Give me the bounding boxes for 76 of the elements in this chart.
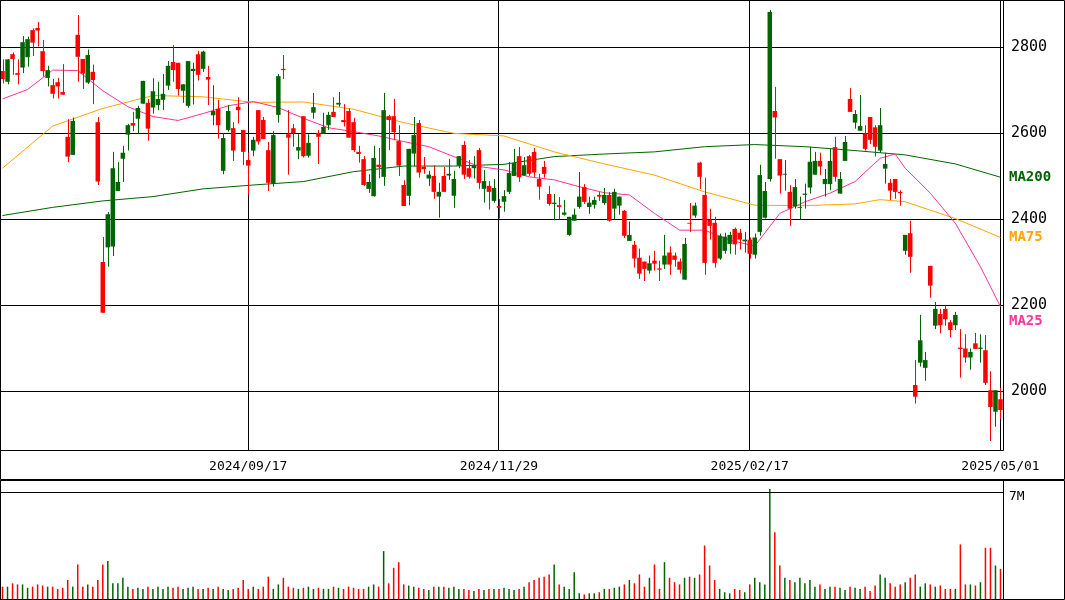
candlestick — [481, 169, 487, 204]
candlestick — [230, 121, 236, 162]
x-tick-label: 2025/05/01 — [961, 458, 1040, 474]
candlestick — [777, 158, 783, 195]
candlestick — [296, 133, 301, 160]
candlestick — [968, 347, 973, 371]
candlestick — [556, 196, 562, 221]
y-tick-label: 2600 — [1011, 123, 1048, 142]
candlestick — [536, 173, 542, 201]
x-tick-label: 2024/11/29 — [459, 458, 539, 474]
candlestick — [837, 171, 843, 195]
candlestick — [60, 63, 65, 96]
candlestick — [747, 236, 752, 260]
y-tick-label: 2200 — [1011, 295, 1048, 314]
series-label: MA200 — [1009, 167, 1052, 184]
candlestick — [697, 161, 702, 190]
candlestick — [647, 255, 652, 275]
candlestick — [581, 183, 587, 205]
candlestick — [797, 196, 803, 220]
candlestick — [657, 260, 662, 282]
candlestick — [928, 265, 933, 299]
candlestick — [45, 65, 50, 87]
candlestick — [291, 123, 296, 148]
candlestick — [376, 147, 381, 179]
x-tick-label: 2025/02/17 — [710, 458, 789, 474]
y-tick-label: 2800 — [1011, 37, 1048, 56]
candlestick — [521, 156, 527, 177]
candlestick — [321, 112, 326, 135]
candlestick — [401, 179, 406, 207]
candlestick — [998, 387, 1003, 420]
candlestick — [245, 152, 251, 196]
candlestick — [882, 152, 888, 185]
candlestick — [251, 136, 256, 157]
series-label: MA25 — [1009, 312, 1043, 329]
ref-line-label: 7M — [1009, 488, 1025, 504]
candlestick — [491, 178, 497, 204]
series-label: MA75 — [1009, 228, 1043, 245]
candlestick — [311, 92, 316, 120]
candlestick — [531, 147, 537, 178]
candlestick — [40, 39, 45, 78]
candlestick — [130, 111, 136, 132]
candlestick — [286, 109, 291, 176]
candlestick — [5, 58, 10, 85]
candlestick — [993, 389, 998, 428]
x-tick-label: 2024/09/17 — [209, 458, 288, 474]
candlestick — [857, 94, 863, 132]
candlestick — [792, 178, 798, 210]
candlestick — [496, 198, 502, 220]
candlestick — [165, 60, 171, 91]
candlestick — [912, 359, 918, 405]
candlestick — [988, 370, 993, 442]
candlestick — [662, 234, 667, 270]
candlestick — [446, 158, 452, 181]
candlestick — [933, 301, 938, 330]
candlestick — [65, 118, 70, 163]
candlestick — [195, 50, 201, 81]
candlestick — [652, 250, 657, 272]
candlestick — [135, 105, 141, 134]
candlestick — [526, 154, 532, 177]
candlestick — [316, 129, 321, 165]
y-tick-label: 2000 — [1011, 381, 1048, 400]
candlestick — [852, 109, 858, 130]
candlestick — [436, 182, 442, 219]
candlestick — [501, 189, 507, 213]
candlestick — [306, 133, 311, 158]
candlestick — [847, 87, 853, 113]
candlestick — [125, 123, 131, 152]
candlestick — [887, 178, 893, 201]
candlestick — [205, 65, 211, 106]
candlestick — [150, 77, 156, 115]
y-tick-label: 2400 — [1011, 209, 1048, 228]
candlestick — [953, 311, 958, 331]
candlestick — [627, 221, 632, 242]
candlestick — [782, 159, 788, 192]
candlestick — [326, 111, 331, 131]
candlestick — [687, 202, 692, 233]
